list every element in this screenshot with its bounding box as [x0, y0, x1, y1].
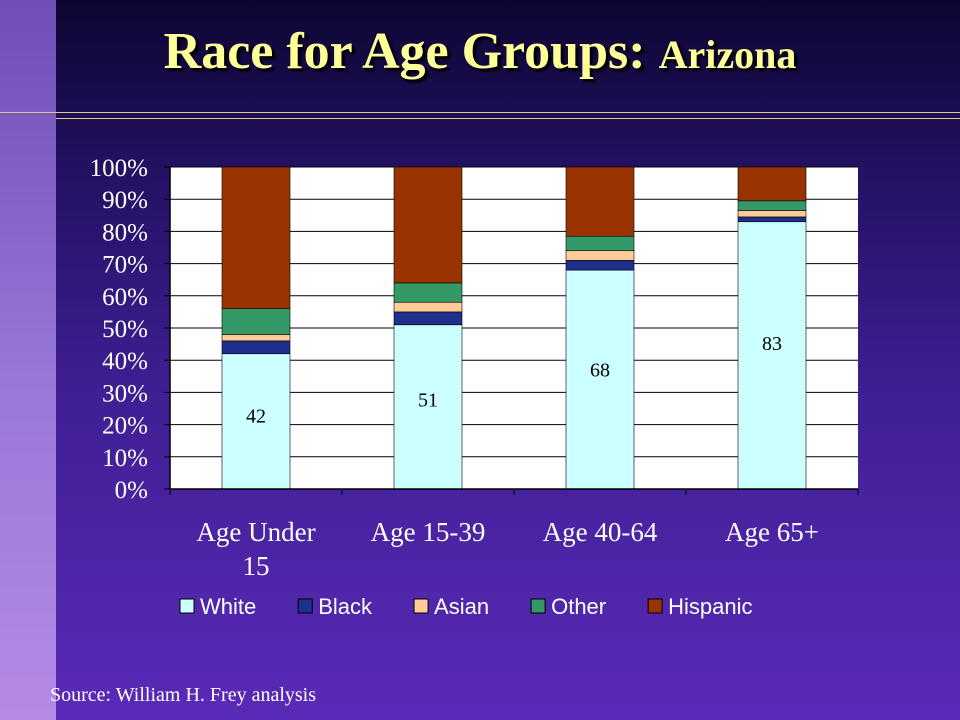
- legend-swatch: [179, 598, 195, 614]
- category-label: Age Under: [196, 517, 315, 547]
- legend-label: Other: [551, 594, 606, 619]
- y-tick-label: 60%: [102, 284, 148, 311]
- data-label: 42: [246, 406, 266, 428]
- bar-segment: [737, 210, 807, 218]
- bar-segment: [565, 260, 635, 271]
- data-label: 83: [762, 333, 782, 355]
- category-label: Age 40-64: [543, 517, 658, 547]
- bar-segment: [221, 353, 291, 490]
- data-label: 68: [590, 360, 610, 382]
- legend-swatch: [413, 598, 429, 614]
- title-main: Race for Age Groups:: [163, 23, 646, 80]
- title-rule-bottom: [56, 118, 960, 119]
- y-tick-label: 70%: [102, 252, 148, 279]
- left-accent-bar: [0, 0, 56, 720]
- legend-swatch: [647, 598, 663, 614]
- legend-label: Hispanic: [668, 594, 752, 619]
- bar-segment: [565, 235, 635, 252]
- bar-segment: [221, 308, 291, 335]
- title-rule-top: [0, 112, 960, 113]
- y-tick-label: 10%: [102, 445, 148, 472]
- bar-segment: [393, 166, 463, 284]
- bar-segment: [737, 166, 807, 202]
- slide-title: Race for Age Groups: Arizona: [0, 22, 960, 85]
- bar-segment: [393, 324, 463, 490]
- bar-segment: [393, 282, 463, 303]
- y-tick-label: 100%: [90, 155, 148, 182]
- bar-segment: [393, 301, 463, 313]
- bar-segment: [565, 269, 635, 490]
- category-label: Age 65+: [725, 517, 819, 547]
- y-tick-label: 50%: [102, 316, 148, 343]
- data-label: 51: [418, 390, 438, 412]
- bar-segment: [221, 166, 291, 309]
- y-tick-label: 40%: [102, 348, 148, 375]
- bar-segment: [565, 166, 635, 237]
- bar-segment: [393, 311, 463, 326]
- legend-label: White: [200, 594, 256, 619]
- legend-swatch: [297, 598, 313, 614]
- bar-segment: [737, 216, 807, 223]
- bar-segment: [737, 221, 807, 490]
- y-tick-label: 20%: [102, 413, 148, 440]
- y-tick-label: 80%: [102, 219, 148, 246]
- bar-segment: [565, 250, 635, 261]
- legend-label: Asian: [434, 594, 489, 619]
- y-tick-label: 0%: [115, 477, 148, 504]
- category-label: 15: [243, 551, 270, 581]
- bar-segment: [221, 334, 291, 342]
- category-label: Age 15-39: [371, 517, 486, 547]
- bar-segment: [221, 340, 291, 355]
- legend-swatch: [530, 598, 546, 614]
- y-tick-label: 30%: [102, 380, 148, 407]
- y-tick-label: 90%: [102, 187, 148, 214]
- source-note: Source: William H. Frey analysis: [50, 684, 317, 706]
- title-sub: Arizona: [658, 32, 797, 77]
- bar-segment: [737, 200, 807, 211]
- legend-label: Black: [318, 594, 373, 619]
